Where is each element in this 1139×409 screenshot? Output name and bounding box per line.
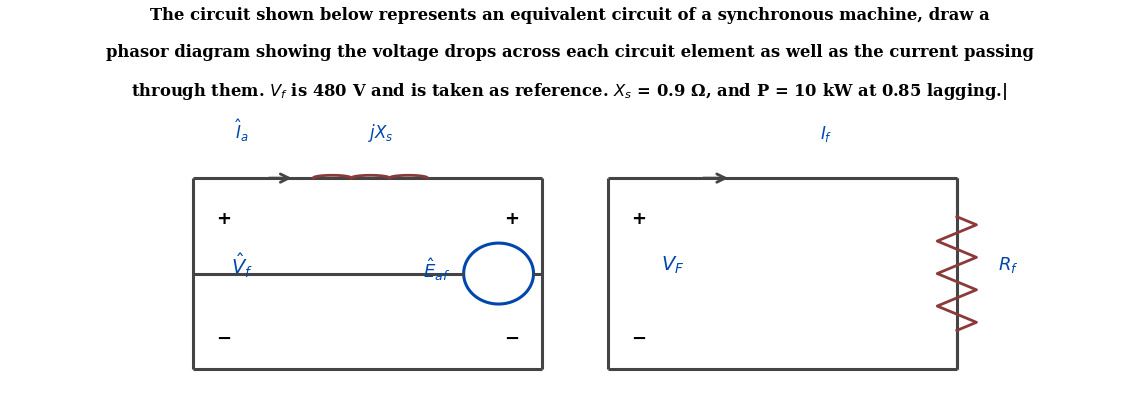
Text: +: + bbox=[505, 210, 519, 228]
Text: −: − bbox=[631, 330, 646, 348]
Text: −: − bbox=[216, 330, 231, 348]
Text: $V_F$: $V_F$ bbox=[662, 255, 685, 276]
Text: $\hat{I}_a$: $\hat{I}_a$ bbox=[236, 117, 249, 144]
Text: $\hat{E}_{af}$: $\hat{E}_{af}$ bbox=[424, 256, 451, 283]
Text: phasor diagram showing the voltage drops across each circuit element as well as : phasor diagram showing the voltage drops… bbox=[106, 44, 1033, 61]
Text: −: − bbox=[505, 330, 519, 348]
Text: $R_f$: $R_f$ bbox=[998, 256, 1018, 275]
Text: $jX_s$: $jX_s$ bbox=[368, 121, 394, 144]
Text: The circuit shown below represents an equivalent circuit of a synchronous machin: The circuit shown below represents an eq… bbox=[149, 7, 990, 25]
Text: $I_f$: $I_f$ bbox=[820, 124, 833, 144]
Text: $\hat{V}_f$: $\hat{V}_f$ bbox=[231, 251, 253, 279]
Text: through them. $V_f$ is 480 V and is taken as reference. $X_s$ = 0.9 Ω, and P = 1: through them. $V_f$ is 480 V and is take… bbox=[131, 81, 1008, 101]
Text: +: + bbox=[631, 210, 646, 228]
Text: +: + bbox=[216, 210, 231, 228]
